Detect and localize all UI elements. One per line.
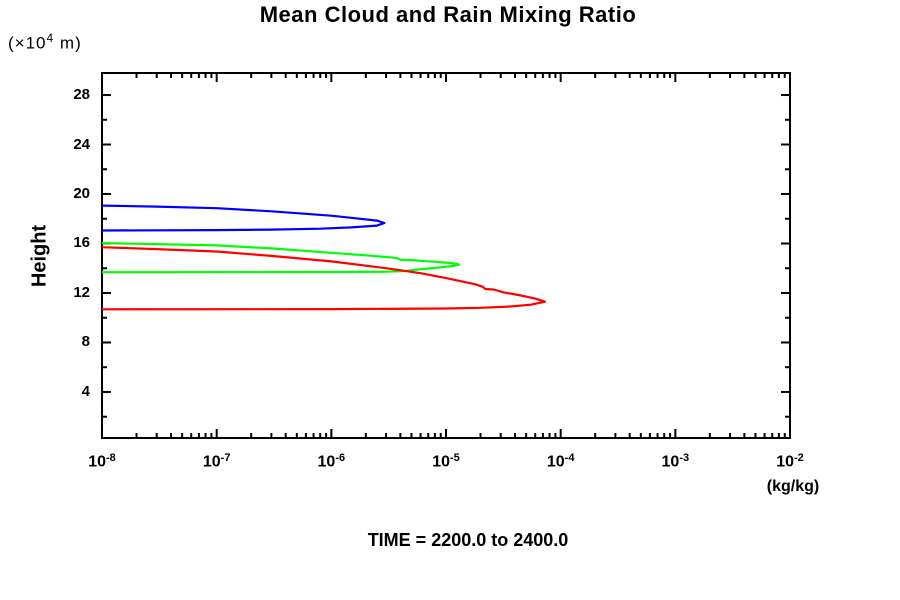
y-axis-unit-pre: (×10 [8, 33, 47, 53]
y-tick-label: 24 [73, 135, 90, 153]
x-tick-label: 10-2 [776, 452, 804, 471]
y-tick-label: 8 [81, 333, 90, 351]
time-caption: TIME = 2200.0 to 2400.0 [367, 530, 569, 550]
y-tick-label: 16 [73, 234, 90, 252]
series-blue-profile [101, 204, 386, 232]
x-tick-label: 10-4 [546, 452, 575, 471]
y-axis-unit-exponent: 4 [46, 31, 55, 45]
axis-frame [101, 72, 791, 439]
x-axis-unit-label: (kg/kg) [766, 478, 820, 495]
x-tick-label: 10-8 [88, 452, 116, 471]
series-green-profile [101, 242, 461, 274]
y-axis-unit-label: (×104 m) [8, 31, 82, 54]
y-tick-label: 12 [73, 283, 90, 301]
y-tick-label: 20 [73, 185, 90, 202]
x-tick-label: 10-5 [432, 452, 460, 471]
series-red-profile [101, 246, 547, 311]
y-tick-label: 28 [73, 86, 90, 104]
x-tick-label: 10-6 [317, 452, 346, 471]
chart-title: Mean Cloud and Rain Mixing Ratio [259, 2, 637, 27]
y-tick-label: 4 [81, 382, 90, 400]
y-axis-unit-post: m) [54, 33, 82, 53]
x-tick-label: 10-7 [202, 452, 231, 471]
x-tick-label: 10-3 [661, 452, 690, 471]
